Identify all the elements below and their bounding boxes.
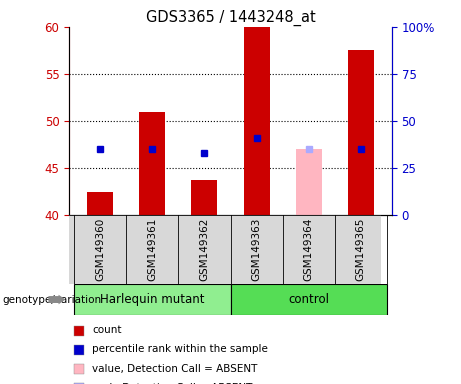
Text: value, Detection Call = ABSENT: value, Detection Call = ABSENT [92,364,258,374]
Text: control: control [288,293,329,306]
Text: percentile rank within the sample: percentile rank within the sample [92,344,268,354]
Text: rank, Detection Call = ABSENT: rank, Detection Call = ABSENT [92,383,253,384]
Bar [74,284,230,315]
Text: GSM149360: GSM149360 [95,218,106,281]
Text: GSM149363: GSM149363 [252,218,261,281]
Text: GSM149362: GSM149362 [200,218,209,281]
Text: GSM149365: GSM149365 [355,218,366,281]
Bar [191,180,218,215]
Text: count: count [92,325,122,335]
Text: GSM149361: GSM149361 [148,218,157,281]
Bar [88,192,113,215]
Bar [348,50,373,215]
Text: GSM149364: GSM149364 [304,218,313,281]
Text: Harlequin mutant: Harlequin mutant [100,293,205,306]
Bar [296,149,322,215]
Bar [243,27,270,215]
Bar [139,112,165,215]
Text: genotype/variation: genotype/variation [2,295,101,305]
Bar [230,284,387,315]
Text: GDS3365 / 1443248_at: GDS3365 / 1443248_at [146,10,315,26]
